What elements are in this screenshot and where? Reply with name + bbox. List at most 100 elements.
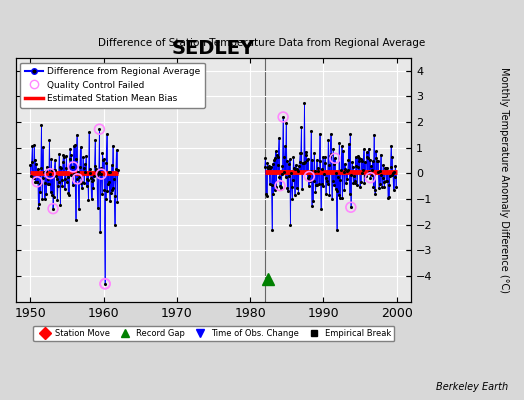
Point [322,175,331,181]
Point [111,192,119,199]
Point [262,191,270,198]
Point [278,163,287,169]
Point [377,152,385,158]
Text: Berkeley Earth: Berkeley Earth [436,382,508,392]
Point [286,156,294,162]
Point [308,157,316,163]
Point [47,156,56,162]
Point [292,185,301,191]
Point [64,190,72,196]
Point [331,186,340,192]
Point [46,170,54,177]
Point [345,140,353,147]
Point [280,169,289,175]
Point [308,202,316,209]
Point [383,178,391,184]
Point [268,227,276,233]
Point [351,180,359,186]
Point [384,195,392,201]
Point [48,166,57,173]
Point [285,160,293,167]
Point [355,154,363,161]
Point [335,140,343,146]
Point [297,124,305,130]
Point [296,150,304,156]
Point [348,164,357,170]
Point [267,182,276,188]
Point [38,144,47,150]
Point [276,182,284,189]
Point [78,179,86,186]
Point [302,152,311,158]
Point [352,154,360,160]
Point [85,129,93,136]
Point [298,186,306,192]
Point [62,164,70,171]
Point [110,184,118,191]
Point [286,222,294,228]
Point [35,201,43,208]
Point [96,229,104,236]
Point [358,169,367,176]
Point [360,180,368,186]
Point [63,174,72,180]
Point [72,156,81,162]
Point [80,180,89,186]
Point [379,162,387,168]
Point [362,173,370,179]
Point [33,179,41,185]
Point [69,164,78,170]
Point [282,158,291,164]
Point [96,165,105,171]
Point [378,175,387,181]
Point [106,198,114,204]
Point [102,160,111,166]
Point [97,171,105,177]
Point [38,196,46,202]
Point [40,196,49,202]
Point [299,160,308,166]
Point [66,156,74,162]
Point [315,181,323,187]
Point [311,168,319,174]
Point [309,198,317,204]
Point [52,176,61,182]
Point [390,174,399,180]
Point [306,178,314,184]
Point [367,171,376,178]
Point [333,187,342,194]
Point [354,164,363,170]
Point [95,126,104,132]
Point [55,151,63,158]
Point [41,168,50,175]
Point [381,164,390,171]
Point [41,180,49,186]
Point [318,181,326,187]
Point [93,205,102,211]
Point [260,164,269,171]
Point [263,160,271,166]
Point [374,158,382,164]
Point [364,154,372,161]
Point [297,150,305,156]
Point [110,176,118,182]
Point [268,160,277,167]
Point [385,182,394,188]
Point [382,178,390,184]
Point [319,154,327,160]
Point [36,180,44,187]
Point [330,182,338,188]
Point [40,169,48,176]
Point [26,161,35,168]
Point [92,166,101,172]
Point [77,180,85,186]
Point [277,185,285,191]
Point [75,164,84,170]
Point [366,174,375,181]
Point [323,181,332,187]
Point [365,168,373,175]
Point [34,166,42,172]
Point [67,172,75,178]
Point [48,192,56,198]
Point [84,196,93,203]
